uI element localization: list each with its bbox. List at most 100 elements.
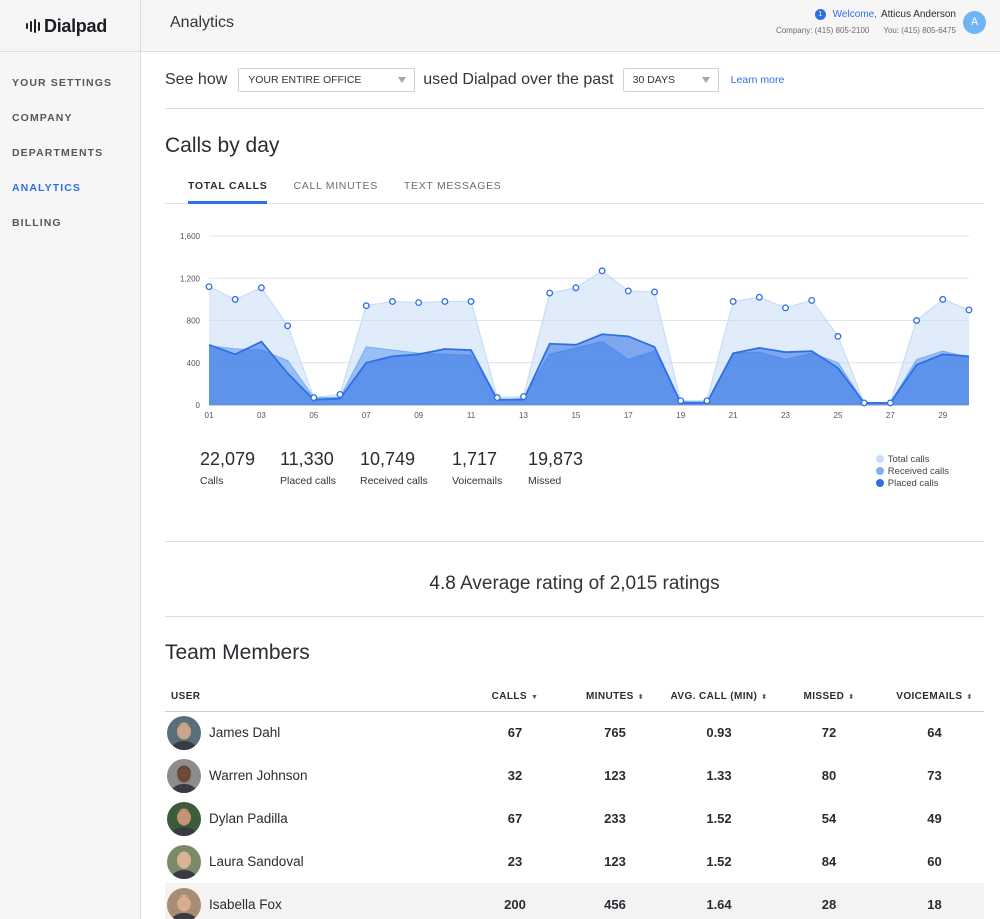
data-point: [965, 306, 973, 314]
y-tick-label: 400: [187, 359, 201, 368]
team-table: USER CALLS ▼ MINUTES ⬍ AVG. CALL (MIN) ⬍ MI…: [165, 683, 984, 919]
x-tick-label: 29: [938, 411, 947, 420]
main-content: See how YOUR ENTIRE OFFICE used Dialpad …: [165, 52, 984, 919]
tab-call-minutes[interactable]: CALL MINUTES: [293, 180, 378, 192]
cell-missed: 84: [821, 854, 837, 869]
y-tick-label: 1,200: [180, 274, 201, 283]
x-tick-label: 09: [414, 411, 423, 420]
legend-label: Received calls: [887, 465, 949, 477]
user-name[interactable]: Warren Johnson: [209, 768, 308, 783]
data-point: [520, 393, 527, 400]
top-bar: Dialpad Analytics 1 Welcome, Atticus And…: [0, 0, 1000, 52]
cell-minutes: 233: [604, 811, 626, 826]
data-point: [493, 394, 501, 402]
data-point: [651, 288, 658, 296]
cell-voicemails: 18: [885, 883, 984, 919]
column-header-missed[interactable]: MISSED ⬍: [773, 683, 885, 712]
x-tick-label: 15: [571, 411, 580, 420]
sidebar-item-analytics[interactable]: ANALYTICS: [12, 182, 82, 194]
data-point: [284, 322, 292, 330]
legend-item-received: Received calls: [875, 465, 949, 477]
tab-total-calls[interactable]: TOTAL CALLS: [188, 180, 268, 204]
rating-text: Average rating of 2,015 ratings: [460, 573, 720, 594]
data-point: [782, 304, 790, 312]
table-row[interactable]: Dylan Padilla 67 233 1.52 54 49: [165, 797, 984, 840]
data-point: [703, 397, 711, 405]
data-point: [310, 394, 318, 402]
page-title: Analytics: [170, 14, 235, 31]
chart-legend: Total calls Received calls Placed calls: [875, 453, 949, 489]
sidebar-item-company[interactable]: COMPANY: [12, 112, 73, 124]
user-cell: Laura Sandoval: [165, 844, 465, 879]
scope-select-value: YOUR ENTIRE OFFICE: [248, 74, 362, 86]
data-point: [624, 287, 632, 295]
data-point: [231, 295, 239, 303]
stat-received-calls: 10,749 Received calls: [360, 449, 452, 513]
notification-badge[interactable]: 1: [814, 9, 826, 20]
data-point: [546, 289, 554, 297]
cell-avg: 1.64: [665, 883, 773, 919]
stat-value: 1,717: [452, 449, 498, 469]
team-members-title: Team Members: [165, 641, 310, 664]
user-cell: James Dahl: [165, 715, 465, 750]
user-avatar: [167, 844, 201, 879]
user-avatar: [167, 887, 201, 919]
stat-value: 19,873: [528, 449, 584, 469]
data-point: [388, 298, 396, 305]
legend-swatch: [875, 479, 884, 487]
series-placed-calls-line: [208, 333, 970, 404]
cell-voicemails: 60: [927, 854, 942, 869]
user-name[interactable]: Dylan Padilla: [209, 811, 288, 826]
cell-calls: 67: [507, 725, 523, 741]
column-header-avg-call[interactable]: AVG. CALL (MIN) ⬍: [665, 683, 773, 712]
cell-avg: 1.33: [706, 768, 732, 783]
cell-missed: 80: [821, 768, 837, 783]
data-point: [886, 399, 894, 407]
filter-middle-text: used Dialpad over the past: [423, 71, 614, 88]
user-avatar: [167, 758, 201, 793]
learn-more-link[interactable]: Learn more: [730, 74, 785, 86]
column-header-minutes[interactable]: MINUTES ⬍: [565, 683, 665, 712]
y-tick-label: 800: [187, 317, 201, 326]
x-tick-label: 11: [467, 411, 476, 420]
cell-minutes: 123: [604, 768, 626, 783]
sort-desc-icon: ▼: [531, 694, 539, 702]
stat-label: Placed calls: [280, 475, 337, 487]
table-row[interactable]: James Dahl 67 765 0.93 72 64: [165, 711, 984, 754]
column-header-user[interactable]: USER: [165, 683, 465, 712]
logo[interactable]: Dialpad: [0, 0, 141, 52]
column-header-calls[interactable]: CALLS ▼: [465, 683, 565, 712]
user-cell: Isabella Fox: [165, 887, 465, 919]
chevron-down-icon: [398, 77, 407, 83]
data-point: [257, 284, 265, 292]
table-row[interactable]: Laura Sandoval 23 123 1.52 84 60: [165, 840, 984, 883]
cell-minutes: 123: [604, 854, 626, 869]
sidebar-item-billing[interactable]: BILLING: [12, 217, 62, 229]
data-point: [467, 298, 475, 305]
user-avatar[interactable]: A: [963, 11, 986, 34]
tab-text-messages[interactable]: TEXT MESSAGES: [403, 180, 502, 192]
cell-calls: 32: [507, 768, 523, 783]
cell-voicemails: 64: [927, 725, 942, 741]
table-row[interactable]: Isabella Fox 200 456 1.64 28 18: [165, 883, 984, 919]
period-select[interactable]: 30 DAYS: [622, 68, 719, 92]
x-tick-label: 03: [257, 411, 266, 420]
x-tick-label: 01: [205, 411, 214, 420]
user-name[interactable]: Laura Sandoval: [209, 854, 304, 869]
scope-select[interactable]: YOUR ENTIRE OFFICE: [238, 68, 416, 92]
company-phone: Company: (415) 805-2100: [775, 26, 870, 35]
data-point: [834, 332, 842, 340]
sidebar-item-departments[interactable]: DEPARTMENTS: [12, 147, 104, 159]
y-tick-label: 0: [196, 401, 201, 410]
user-name[interactable]: James Dahl: [209, 725, 281, 741]
stat-missed: 19,873 Missed: [528, 449, 608, 513]
user-name[interactable]: Isabella Fox: [209, 897, 282, 912]
sort-icon: ⬍: [966, 694, 973, 702]
table-row[interactable]: Warren Johnson 32 123 1.33 80 73: [165, 754, 984, 797]
column-header-voicemails[interactable]: VOICEMAILS ⬍: [885, 683, 984, 712]
stat-label: Voicemails: [452, 475, 503, 487]
x-tick-label: 05: [309, 411, 318, 420]
user-name[interactable]: Atticus Anderson: [880, 9, 956, 20]
sidebar-item-your-settings[interactable]: YOUR SETTINGS: [12, 77, 113, 89]
data-point: [336, 390, 344, 398]
